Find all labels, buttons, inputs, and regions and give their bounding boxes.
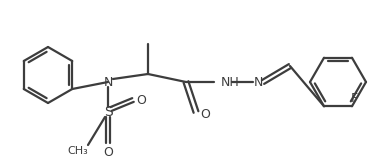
Text: O: O [103,147,113,160]
Text: N: N [103,76,113,88]
Text: S: S [104,105,112,119]
Text: NH: NH [221,76,240,88]
Text: O: O [200,108,210,121]
Text: O: O [136,93,146,107]
Text: N: N [253,76,263,88]
Text: F: F [351,92,358,105]
Text: CH₃: CH₃ [68,146,88,156]
